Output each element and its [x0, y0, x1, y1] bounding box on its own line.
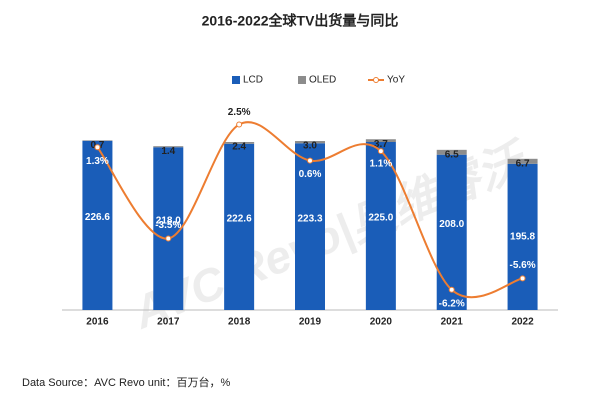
- bar-segment: [82, 140, 113, 141]
- yoy-marker: [448, 286, 455, 293]
- data-label: 3.0: [303, 141, 317, 152]
- bar-segment: [365, 142, 396, 310]
- yoy-marker: [307, 157, 313, 164]
- legend-swatch: [298, 76, 306, 84]
- yoy-marker: [94, 144, 101, 151]
- data-label: 2.5%: [228, 107, 251, 118]
- data-label: 195.8: [510, 232, 535, 243]
- bar-segment: [436, 149, 467, 155]
- bar-segment: [295, 143, 325, 310]
- legend-label: OLED: [309, 75, 336, 86]
- legend-label: YoY: [387, 75, 405, 86]
- data-label: 223.3: [297, 213, 322, 224]
- data-label: 1.1%: [369, 159, 392, 170]
- yoy-marker: [165, 235, 172, 242]
- x-tick-label: 2022: [511, 317, 534, 328]
- bar-segment: [153, 147, 184, 310]
- x-tick-label: 2016: [86, 317, 109, 328]
- data-label: 222.6: [227, 214, 252, 225]
- bar-segment: [436, 154, 467, 310]
- data-label: -3.5%: [155, 220, 181, 231]
- legend-swatch: [373, 77, 379, 83]
- data-label: 3.7: [374, 139, 388, 150]
- data-label: 225.0: [368, 213, 393, 224]
- data-label: 208.0: [439, 219, 464, 230]
- data-label: 1.4: [161, 146, 175, 157]
- bar-segment: [507, 163, 538, 310]
- data-label: 218.0: [156, 215, 181, 226]
- bar-segment: [295, 141, 325, 144]
- bar-segment: [224, 142, 255, 144]
- data-label: 0.6%: [299, 169, 322, 180]
- data-label: 6.7: [516, 158, 530, 169]
- chart-title: 2016-2022全球TV出货量与同比: [202, 13, 399, 29]
- x-tick-label: 2019: [299, 317, 322, 328]
- bar-segment: [82, 140, 113, 310]
- x-tick-label: 2021: [441, 317, 464, 328]
- data-label: 2.4: [232, 142, 246, 153]
- data-label: 226.6: [85, 212, 110, 223]
- x-tick-label: 2020: [370, 317, 393, 328]
- data-label: -6.2%: [439, 298, 465, 309]
- yoy-marker: [377, 148, 384, 155]
- x-tick-label: 2017: [157, 317, 180, 328]
- bar-segment: [365, 139, 396, 142]
- x-tick-label: 2018: [228, 317, 251, 328]
- legend-label: LCD: [243, 75, 263, 86]
- data-label: -5.6%: [510, 260, 536, 271]
- bar-segment: [153, 146, 184, 148]
- watermark: AVC Revo|奥维睿沃: [125, 132, 537, 339]
- bar-segment: [224, 143, 255, 310]
- yoy-marker: [519, 275, 526, 282]
- bar-segment: [507, 158, 538, 164]
- data-label: 1.3%: [86, 156, 109, 167]
- legend-swatch: [232, 76, 240, 84]
- source-note: Data Source：AVC Revo unit：百万台，%: [22, 375, 230, 389]
- yoy-marker: [236, 121, 243, 128]
- data-label: 6.5: [445, 149, 459, 160]
